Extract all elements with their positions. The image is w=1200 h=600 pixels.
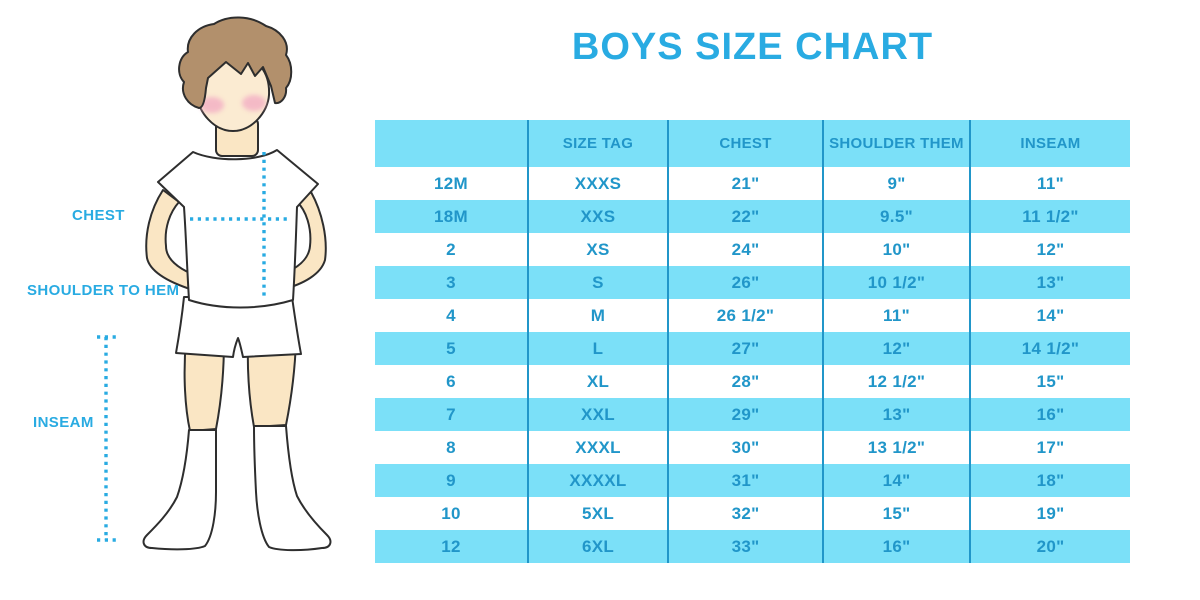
boy-right-cheek-shape <box>242 95 266 111</box>
table-row: 8 XXXL 30" 13 1/2" 17" <box>375 431 1130 464</box>
size-tag-column-header: SIZE TAG <box>528 120 669 167</box>
chest-cell: 28" <box>668 365 824 398</box>
inseam-cell: 20" <box>970 530 1130 563</box>
chest-cell: 21" <box>668 167 824 200</box>
shoulder-cell: 15" <box>823 497 971 530</box>
shoulder-cell: 16" <box>823 530 971 563</box>
boy-measurement-illustration <box>97 16 332 552</box>
inseam-cell: 17" <box>970 431 1130 464</box>
chest-cell: 26 1/2" <box>668 299 824 332</box>
table-row: 3 S 26" 10 1/2" 13" <box>375 266 1130 299</box>
chest-column-header: CHEST <box>668 120 824 167</box>
chest-cell: 26" <box>668 266 824 299</box>
chest-cell: 27" <box>668 332 824 365</box>
size-cell: 10 <box>375 497 529 530</box>
chest-cell: 31" <box>668 464 824 497</box>
boy-hair-shape <box>178 16 293 109</box>
chest-cell: 29" <box>668 398 824 431</box>
chest-cell: 24" <box>668 233 824 266</box>
chest-cell: 30" <box>668 431 824 464</box>
inseam-cell: 16" <box>970 398 1130 431</box>
table-row: 18M XXS 22" 9.5" 11 1/2" <box>375 200 1130 233</box>
size-cell: 12M <box>375 167 529 200</box>
table-row: 5 L 27" 12" 14 1/2" <box>375 332 1130 365</box>
shoulder-column-header: SHOULDER THEM <box>823 120 971 167</box>
inseam-measure-label: INSEAM <box>33 414 94 431</box>
chest-cell: 22" <box>668 200 824 233</box>
inseam-cell: 19" <box>970 497 1130 530</box>
shoulder-cell: 13 1/2" <box>823 431 971 464</box>
size-cell: 3 <box>375 266 529 299</box>
inseam-cell: 12" <box>970 233 1130 266</box>
inseam-cell: 14 1/2" <box>970 332 1130 365</box>
size-table: SIZE TAG CHEST SHOULDER THEM INSEAM 12M X… <box>375 120 1130 563</box>
shoulder-cell: 12" <box>823 332 971 365</box>
boy-right-sock-shape <box>253 425 332 552</box>
size-tag-cell: XXXXL <box>528 464 669 497</box>
chest-measure-label: CHEST <box>72 207 125 224</box>
size-cell: 8 <box>375 431 529 464</box>
size-tag-cell: L <box>528 332 669 365</box>
size-table-body: 12M XXXS 21" 9" 11" 18M XXS 22" 9.5" 11 1/2" 2 XS 24… <box>375 167 1130 563</box>
inseam-cell: 18" <box>970 464 1130 497</box>
size-tag-cell: XS <box>528 233 669 266</box>
size-cell: 7 <box>375 398 529 431</box>
shoulder-cell: 12 1/2" <box>823 365 971 398</box>
table-header-row: SIZE TAG CHEST SHOULDER THEM INSEAM <box>375 120 1130 167</box>
table-row: 12M XXXS 21" 9" 11" <box>375 167 1130 200</box>
size-tag-cell: XXS <box>528 200 669 233</box>
boy-shorts-shape <box>175 296 302 358</box>
size-tag-cell: 5XL <box>528 497 669 530</box>
shoulder-cell: 13" <box>823 398 971 431</box>
size-cell: 18M <box>375 200 529 233</box>
shoulder-cell: 14" <box>823 464 971 497</box>
table-row: 2 XS 24" 10" 12" <box>375 233 1130 266</box>
size-tag-cell: XXL <box>528 398 669 431</box>
inseam-cell: 13" <box>970 266 1130 299</box>
inseam-column-header: INSEAM <box>970 120 1130 167</box>
page-title: BOYS SIZE CHART <box>571 26 934 68</box>
chest-cell: 33" <box>668 530 824 563</box>
shoulder-cell: 10" <box>823 233 971 266</box>
size-column-header <box>375 120 529 167</box>
shoulder-cell: 11" <box>823 299 971 332</box>
size-cell: 12 <box>375 530 529 563</box>
inseam-cell: 14" <box>970 299 1130 332</box>
size-tag-cell: S <box>528 266 669 299</box>
size-tag-cell: XXXL <box>528 431 669 464</box>
table-row: 12 6XL 33" 16" 20" <box>375 530 1130 563</box>
shoulder-cell: 9" <box>823 167 971 200</box>
table-row: 7 XXL 29" 13" 16" <box>375 398 1130 431</box>
table-row: 10 5XL 32" 15" 19" <box>375 497 1130 530</box>
shoulder-cell: 9.5" <box>823 200 971 233</box>
inseam-cell: 11" <box>970 167 1130 200</box>
shoulder-to-hem-measure-label: SHOULDER TO HEM <box>27 282 180 299</box>
boy-tshirt-shape <box>157 149 319 309</box>
boy-left-cheek-shape <box>200 97 224 113</box>
boy-left-sock-shape <box>142 429 217 551</box>
size-tag-cell: XXXS <box>528 167 669 200</box>
size-tag-cell: M <box>528 299 669 332</box>
size-cell: 5 <box>375 332 529 365</box>
size-cell: 9 <box>375 464 529 497</box>
table-row: 9 XXXXL 31" 14" 18" <box>375 464 1130 497</box>
shoulder-cell: 10 1/2" <box>823 266 971 299</box>
size-cell: 2 <box>375 233 529 266</box>
table-row: 4 M 26 1/2" 11" 14" <box>375 299 1130 332</box>
size-tag-cell: 6XL <box>528 530 669 563</box>
table-row: 6 XL 28" 12 1/2" 15" <box>375 365 1130 398</box>
size-cell: 4 <box>375 299 529 332</box>
size-tag-cell: XL <box>528 365 669 398</box>
size-cell: 6 <box>375 365 529 398</box>
chest-cell: 32" <box>668 497 824 530</box>
inseam-cell: 15" <box>970 365 1130 398</box>
inseam-cell: 11 1/2" <box>970 200 1130 233</box>
